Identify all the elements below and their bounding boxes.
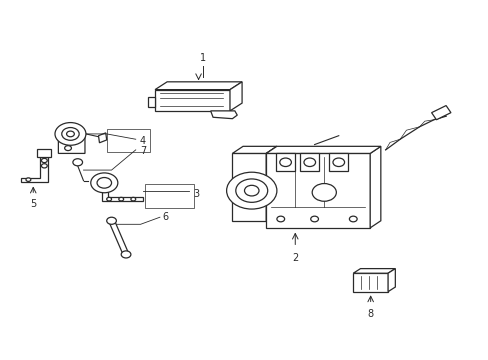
Circle shape bbox=[226, 172, 276, 209]
Bar bbox=[106, 129, 150, 152]
Text: 7: 7 bbox=[140, 145, 146, 156]
Text: 1: 1 bbox=[200, 53, 206, 63]
Circle shape bbox=[97, 177, 111, 188]
Circle shape bbox=[310, 216, 318, 222]
Polygon shape bbox=[232, 153, 265, 221]
Circle shape bbox=[349, 216, 356, 222]
Circle shape bbox=[119, 197, 123, 201]
Polygon shape bbox=[98, 133, 106, 143]
Polygon shape bbox=[352, 269, 394, 273]
Circle shape bbox=[311, 184, 336, 201]
Polygon shape bbox=[21, 157, 48, 182]
Circle shape bbox=[131, 197, 136, 201]
Circle shape bbox=[121, 251, 131, 258]
Text: 4: 4 bbox=[140, 136, 146, 146]
Circle shape bbox=[66, 131, 74, 137]
Polygon shape bbox=[352, 273, 387, 292]
Polygon shape bbox=[265, 153, 369, 228]
Text: 2: 2 bbox=[291, 253, 298, 263]
Polygon shape bbox=[37, 149, 51, 157]
Polygon shape bbox=[58, 127, 85, 153]
Circle shape bbox=[332, 158, 344, 167]
Circle shape bbox=[55, 123, 86, 145]
Text: 6: 6 bbox=[162, 212, 168, 222]
Circle shape bbox=[244, 185, 259, 196]
Polygon shape bbox=[210, 111, 237, 119]
Polygon shape bbox=[328, 153, 348, 171]
Circle shape bbox=[91, 173, 118, 193]
Polygon shape bbox=[387, 269, 394, 292]
Circle shape bbox=[26, 178, 31, 181]
Polygon shape bbox=[229, 82, 242, 111]
Polygon shape bbox=[155, 82, 242, 90]
Text: 5: 5 bbox=[30, 199, 36, 210]
Polygon shape bbox=[369, 146, 380, 228]
Polygon shape bbox=[431, 105, 450, 120]
Circle shape bbox=[41, 158, 47, 163]
Polygon shape bbox=[300, 153, 319, 171]
Circle shape bbox=[106, 217, 116, 224]
Circle shape bbox=[235, 179, 267, 202]
Polygon shape bbox=[102, 176, 142, 201]
Circle shape bbox=[279, 158, 291, 167]
Polygon shape bbox=[147, 97, 155, 107]
Polygon shape bbox=[275, 153, 295, 171]
Polygon shape bbox=[155, 90, 229, 111]
Polygon shape bbox=[265, 146, 276, 221]
Text: 3: 3 bbox=[193, 189, 200, 199]
Circle shape bbox=[276, 216, 284, 222]
Circle shape bbox=[304, 158, 315, 167]
Circle shape bbox=[64, 145, 71, 150]
Bar bbox=[145, 184, 193, 208]
Polygon shape bbox=[108, 220, 128, 255]
Polygon shape bbox=[265, 146, 380, 153]
Polygon shape bbox=[232, 146, 276, 153]
Circle shape bbox=[41, 164, 47, 168]
Text: 8: 8 bbox=[367, 309, 373, 319]
Circle shape bbox=[61, 127, 79, 140]
Circle shape bbox=[73, 159, 82, 166]
Circle shape bbox=[106, 197, 111, 201]
